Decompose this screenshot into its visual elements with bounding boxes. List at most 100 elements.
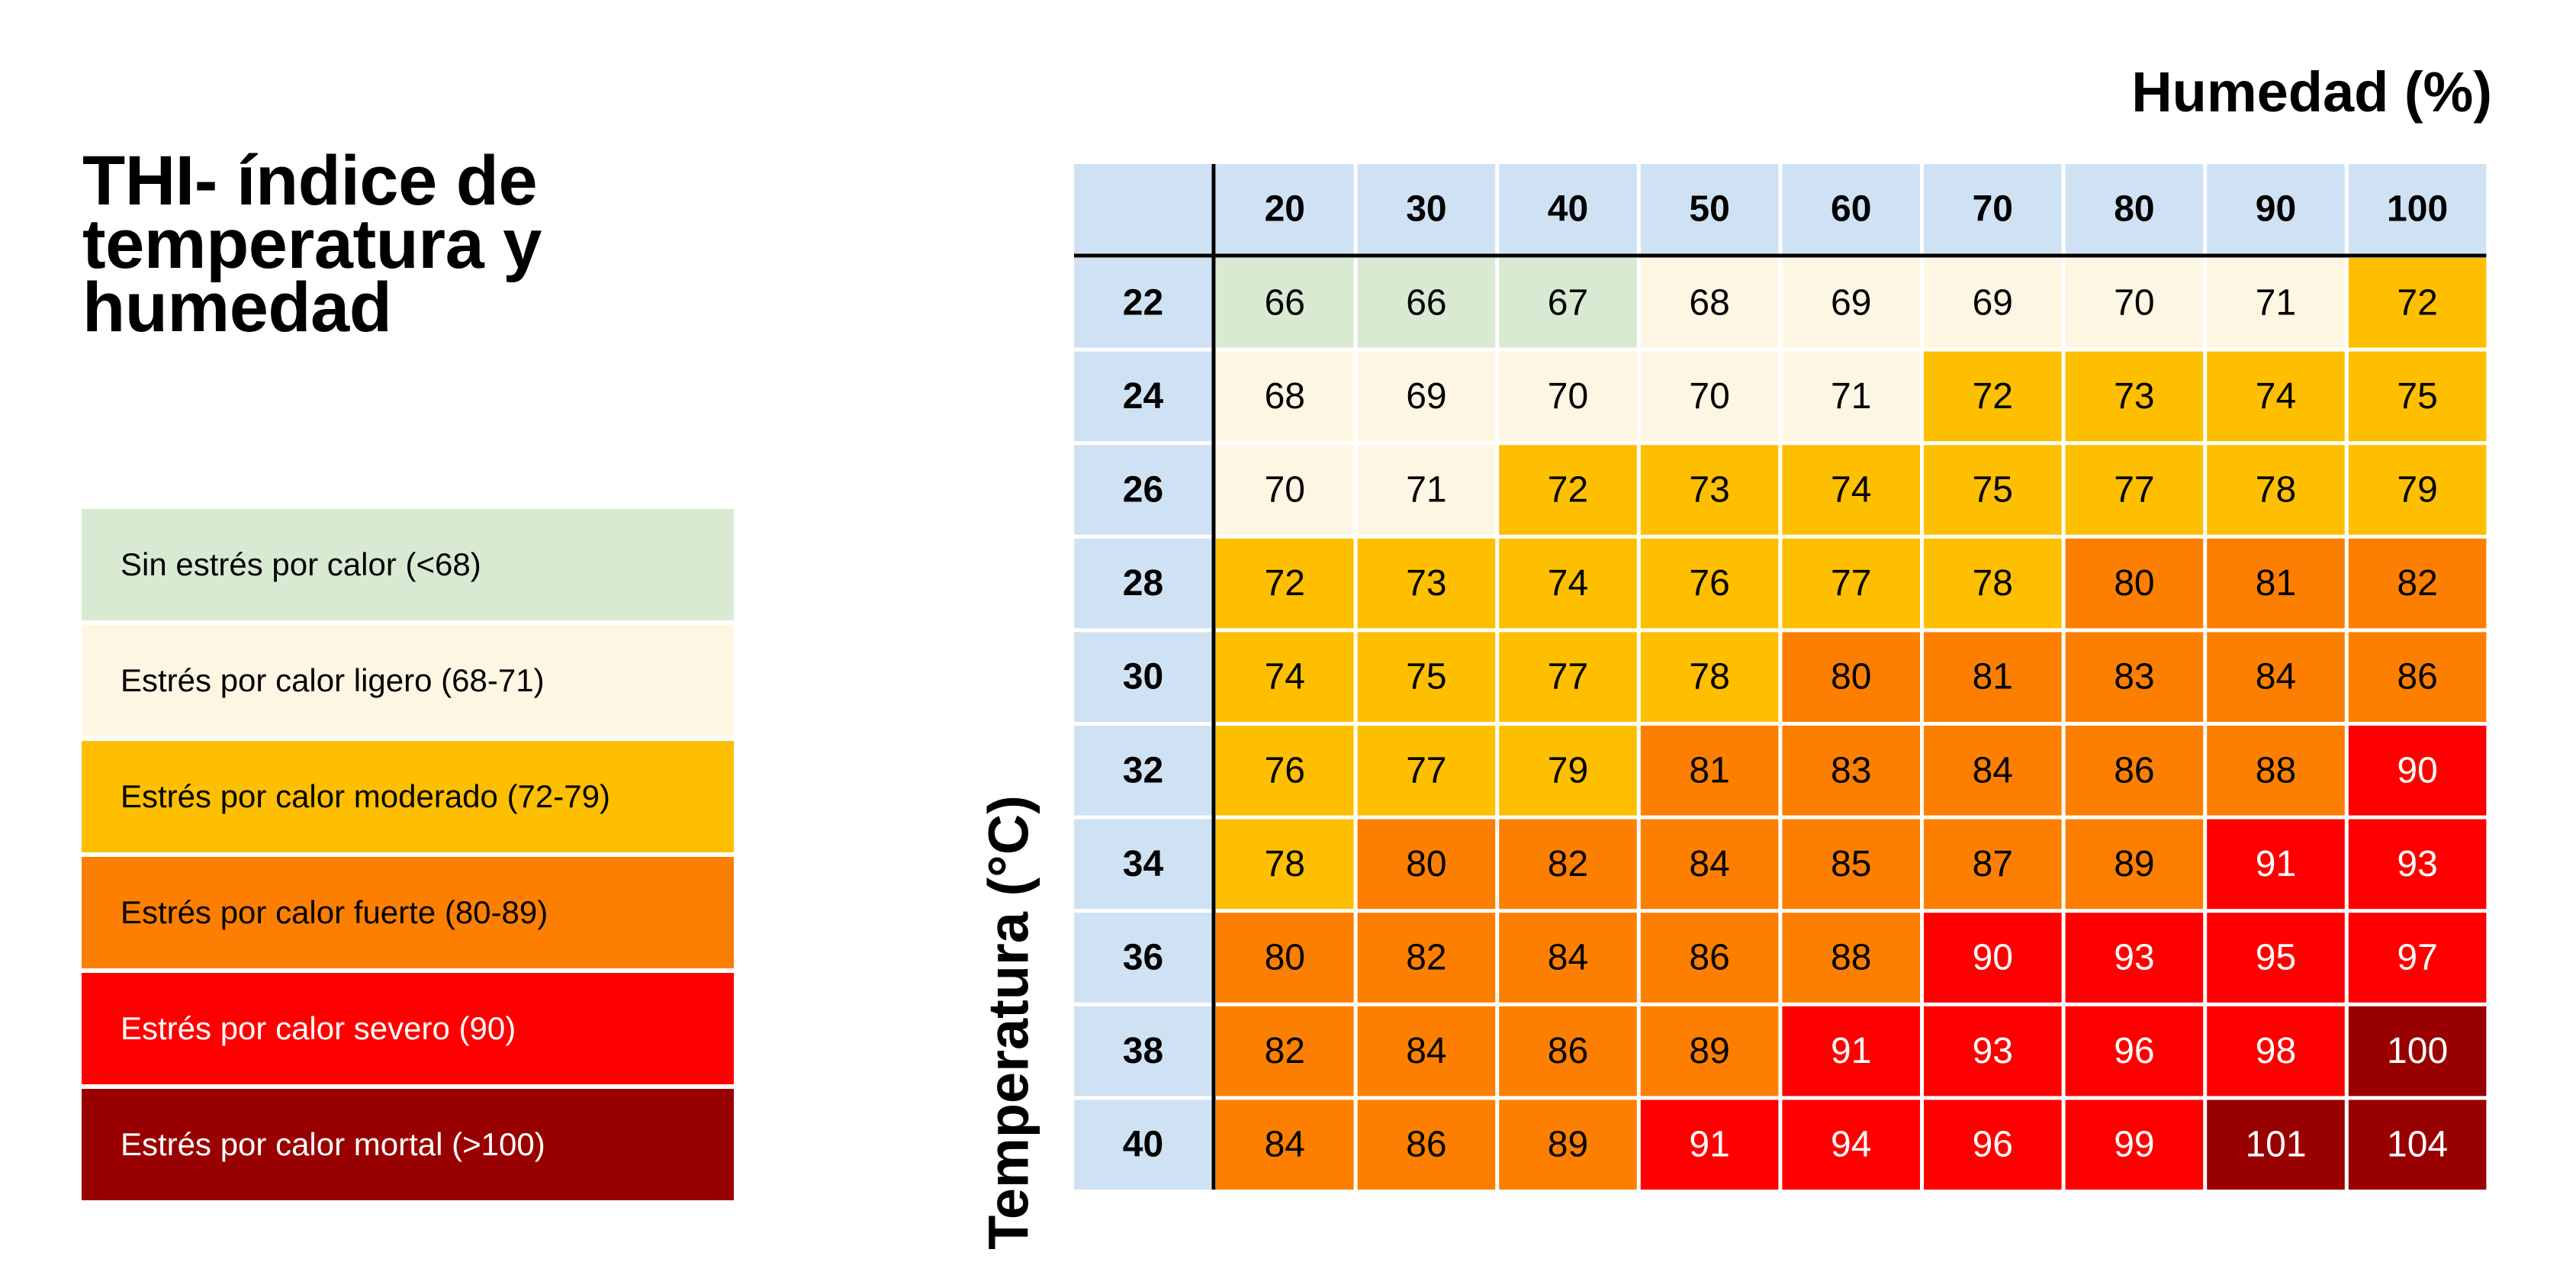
heatmap-cell — [1499, 819, 1637, 910]
heatmap-cell — [1782, 913, 1920, 1003]
heatmap-cell-value: 72 — [1973, 376, 2013, 417]
heatmap-cell — [1640, 726, 1779, 816]
heatmap-cell-value: 104 — [2387, 1125, 2448, 1165]
heatmap-cell-value: 94 — [1831, 1125, 1871, 1165]
y-tick-label: 40 — [1123, 1125, 1163, 1165]
heatmap-cell-value: 86 — [2397, 657, 2437, 697]
heatmap-cell — [2348, 258, 2487, 348]
heatmap-cell-value: 80 — [2114, 563, 2154, 604]
heatmap-cell-value: 82 — [2397, 563, 2437, 604]
heatmap-cell — [1357, 351, 1496, 442]
x-tick-label: 30 — [1406, 189, 1446, 230]
heatmap-cell-value: 78 — [2256, 470, 2296, 510]
legend-item-label: Estrés por calor severo (90) — [121, 1010, 516, 1046]
heatmap-cell — [1216, 258, 1354, 348]
heatmap-cell-value: 87 — [1973, 844, 2013, 884]
x-tick-label: 40 — [1548, 189, 1588, 230]
heatmap-cell — [2065, 726, 2204, 816]
heatmap-cell-value: 84 — [1265, 1125, 1305, 1165]
heatmap-cell-value: 82 — [1265, 1031, 1305, 1071]
heatmap-cell — [2348, 538, 2487, 629]
heatmap-cell-value: 86 — [1689, 938, 1729, 978]
heatmap-cell — [1782, 1006, 1920, 1096]
heatmap-cell — [1216, 632, 1354, 722]
heatmap-cell-value: 83 — [1831, 750, 1871, 791]
heatmap-cell — [1640, 351, 1779, 442]
row-header-cell — [1074, 632, 1212, 722]
heatmap-cell — [2348, 632, 2487, 722]
heatmap-cell — [1216, 351, 1354, 442]
heatmap-cell — [1499, 351, 1637, 442]
heatmap-cell — [2065, 538, 2204, 629]
x-tick-label: 20 — [1265, 189, 1305, 230]
heatmap-cell-value: 84 — [1548, 938, 1588, 978]
row-header-cell — [1074, 538, 1212, 629]
heatmap-cell — [1499, 445, 1637, 535]
y-tick-label: 30 — [1123, 657, 1163, 697]
column-header-cell — [1924, 164, 2062, 254]
heatmap-cell-value: 91 — [2256, 844, 2296, 884]
x-tick-label: 70 — [1973, 189, 2013, 230]
heatmap-cell — [2348, 1006, 2487, 1096]
y-tick-label: 22 — [1123, 282, 1163, 323]
heatmap-cell — [1782, 445, 1920, 535]
heatmap-cell — [1499, 632, 1637, 722]
heatmap-cell — [1357, 445, 1496, 535]
heatmap-cell — [2348, 445, 2487, 535]
heatmap-cell — [2065, 351, 2204, 442]
heatmap-cell — [1924, 1100, 2062, 1190]
heatmap-cell — [2207, 351, 2345, 442]
heatmap-cell-value: 84 — [2256, 657, 2296, 697]
heatmap-cell — [2207, 1006, 2345, 1096]
column-header-cell — [2348, 164, 2487, 254]
heatmap-cell — [1499, 1100, 1637, 1190]
heatmap-cell — [1924, 1006, 2062, 1096]
heatmap-cell — [1924, 632, 2062, 722]
heatmap-cell — [1924, 445, 2062, 535]
heatmap-cell-value: 81 — [1689, 750, 1729, 791]
heatmap-cell-value: 90 — [2397, 750, 2437, 791]
heatmap-cell-value: 83 — [2114, 657, 2154, 697]
column-header-cell — [1782, 164, 1920, 254]
legend-item: Estrés por calor moderado (72-79) — [82, 741, 734, 852]
heatmap-cell-value: 84 — [1406, 1031, 1446, 1071]
heatmap-cell — [2065, 819, 2204, 910]
x-axis-title: Humedad (%) — [2131, 60, 2492, 124]
y-tick-label: 38 — [1123, 1031, 1163, 1071]
legend-item-label: Estrés por calor moderado (72-79) — [121, 778, 610, 814]
heatmap-cell-value: 85 — [1831, 844, 1871, 884]
y-tick-label: 24 — [1123, 376, 1164, 417]
heatmap-cell — [1924, 538, 2062, 629]
heatmap-cell-value: 74 — [1548, 563, 1588, 604]
heatmap-cell-value: 90 — [1973, 938, 2013, 978]
heatmap-cell-value: 86 — [2114, 750, 2154, 791]
heatmap-cell — [1357, 1100, 1496, 1190]
heatmap-cell-value: 79 — [2397, 470, 2437, 510]
heatmap-cell-value: 86 — [1406, 1125, 1446, 1165]
heatmap-cell — [1924, 258, 2062, 348]
heatmap-cell — [2207, 445, 2345, 535]
row-header-cell — [1074, 819, 1212, 910]
legend-item-label: Estrés por calor mortal (>100) — [121, 1126, 545, 1162]
heatmap-cell-value: 67 — [1548, 282, 1588, 323]
legend-item-label: Sin estrés por calor (<68) — [121, 546, 481, 582]
heatmap-cell — [2348, 819, 2487, 910]
heatmap-cell-value: 89 — [2114, 844, 2154, 884]
y-tick-label: 36 — [1123, 938, 1163, 978]
heatmap-cell — [1216, 726, 1354, 816]
heatmap-cell — [1924, 351, 2062, 442]
heatmap-cell-value: 93 — [2397, 844, 2437, 884]
x-tick-label: 100 — [2387, 189, 2448, 230]
heatmap-cell-value: 72 — [1265, 563, 1305, 604]
heatmap-cell-value: 77 — [2114, 470, 2154, 510]
heatmap-cell-value: 66 — [1265, 282, 1305, 323]
heatmap-cell-value: 93 — [2114, 938, 2154, 978]
heatmap-cell — [2065, 913, 2204, 1003]
heatmap-cell — [2207, 632, 2345, 722]
heatmap-cell-value: 74 — [1265, 657, 1305, 697]
column-header-cell — [1640, 164, 1779, 254]
legend-item: Estrés por calor ligero (68-71) — [82, 625, 734, 736]
heatmap-cell-value: 88 — [2256, 750, 2296, 791]
heatmap-cell-value: 66 — [1406, 282, 1446, 323]
heatmap-cell — [1357, 913, 1496, 1003]
